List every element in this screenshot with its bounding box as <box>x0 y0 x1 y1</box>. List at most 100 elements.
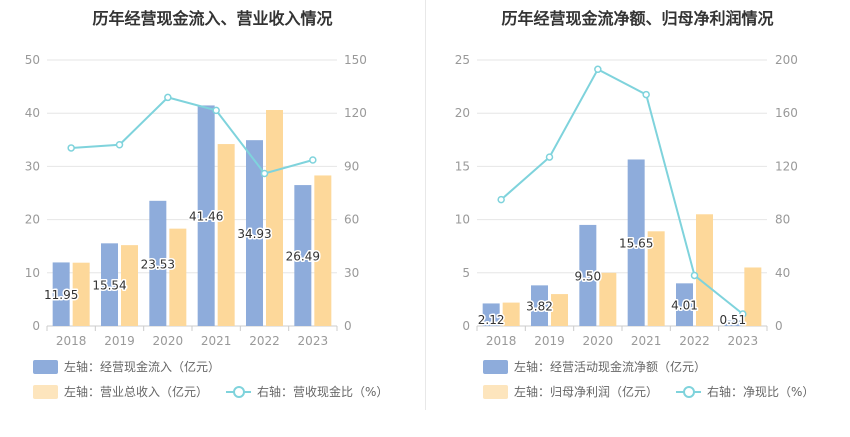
bar-data-label: 9.50 <box>574 269 601 283</box>
legend-item-revenue-cash-ratio[interactable]: 右轴：营收现金比（%） <box>226 383 388 400</box>
ratio-point <box>739 310 747 318</box>
y-left-tick-label: 10 <box>25 266 40 280</box>
bar-data-label: 11.95 <box>44 288 78 302</box>
bar-primary <box>294 185 312 326</box>
y-right-tick-label: 200 <box>775 53 798 67</box>
x-tick-label: 2021 <box>631 334 662 345</box>
ratio-point <box>594 65 602 74</box>
x-tick-label: 2019 <box>534 334 565 345</box>
y-right-tick-label: 90 <box>344 159 359 173</box>
x-tick-label: 2019 <box>104 334 135 345</box>
y-right-tick-label: 80 <box>775 213 790 227</box>
ratio-line <box>71 96 314 175</box>
x-tick-label: 2018 <box>486 334 517 345</box>
y-right-tick-label: 40 <box>775 266 790 280</box>
ratio-point <box>67 144 75 152</box>
bar-data-label: 26.49 <box>286 250 320 264</box>
bar-primary <box>149 200 167 326</box>
panel-divider <box>425 0 426 410</box>
y-right-tick-label: 0 <box>344 319 352 333</box>
legend-label: 左轴：营业总收入（亿元） <box>64 385 209 399</box>
y-right-tick-label: 30 <box>344 266 359 280</box>
legend-row-1: 左轴：经营现金流入（亿元） <box>33 358 238 375</box>
y-left-tick-label: 10 <box>455 213 470 227</box>
y-left-tick-label: 15 <box>455 159 470 173</box>
x-tick-label: 2022 <box>679 334 710 345</box>
legend-swatch-blue <box>33 359 58 374</box>
ratio-point <box>164 93 172 102</box>
y-right-tick-label: 150 <box>344 53 367 67</box>
ratio-point <box>260 169 269 178</box>
x-tick-label: 2022 <box>249 334 280 345</box>
x-tick-label: 2020 <box>153 334 184 345</box>
bar-primary <box>482 303 500 326</box>
x-tick-label: 2018 <box>56 334 87 345</box>
ratio-point <box>545 153 554 161</box>
ratio-point <box>115 141 124 149</box>
right-chart-panel: 历年经营现金流净额、归母净利润情况 0 5 10 15 20 25 0 40 80 120 160 2… <box>425 0 850 437</box>
legend-row-1: 左轴：经营活动现金流净额（亿元） <box>483 358 724 375</box>
bar-secondary <box>647 231 665 326</box>
y-left-tick-label: 20 <box>25 213 40 227</box>
y-left-tick-label: 30 <box>25 159 40 173</box>
bar-data-label: 23.53 <box>141 257 175 271</box>
y-left-tick-label: 5 <box>462 266 470 280</box>
bar-secondary <box>502 302 520 326</box>
bar-data-label: 0.51 <box>719 313 746 327</box>
y-left-tick-label: 20 <box>455 106 470 120</box>
chart-title: 历年经营现金流净额、归母净利润情况 <box>501 9 774 28</box>
legend-swatch-orange <box>33 384 58 399</box>
bar-secondary <box>696 214 713 326</box>
ratio-point <box>212 106 220 115</box>
legend-swatch-blue <box>483 359 508 374</box>
bar-secondary <box>217 144 235 326</box>
legend-item-net-cash-ratio[interactable]: 右轴：净现比（%） <box>676 383 814 400</box>
legend-swatch-orange <box>483 384 508 399</box>
bar-secondary <box>121 245 138 326</box>
y-left-tick-label: 40 <box>25 106 40 120</box>
bar-primary <box>246 140 263 326</box>
bar-secondary <box>169 228 187 326</box>
legend-label: 右轴：净现比（%） <box>707 385 815 399</box>
legend-item-cash-inflow[interactable]: 左轴：经营现金流入（亿元） <box>33 358 220 375</box>
left-chart-canvas: 0 10 20 30 40 50 0 30 60 90 120 150 2018 2019 2020 2021… <box>25 53 367 345</box>
y-left-tick-label: 50 <box>25 53 40 67</box>
y-left-tick-label: 0 <box>32 319 40 333</box>
legend-swatch-line <box>226 385 252 399</box>
legend-item-net-cash-flow[interactable]: 左轴：经营活动现金流净额（亿元） <box>483 358 706 375</box>
bar-primary <box>52 262 70 326</box>
bar-secondary <box>72 262 90 326</box>
bar-data-label: 3.82 <box>526 300 553 314</box>
legend-label: 左轴：归母净利润（亿元） <box>514 385 659 399</box>
bar-data-label: 15.54 <box>92 279 126 293</box>
bar-data-label: 4.01 <box>671 299 698 313</box>
y-right-tick-label: 120 <box>344 106 367 120</box>
ratio-point <box>642 90 650 99</box>
bar-data-label: 2.12 <box>478 313 505 327</box>
bar-primary <box>101 243 118 326</box>
bar-primary <box>676 283 693 326</box>
ratio-line <box>500 67 744 315</box>
ratio-point <box>497 195 505 204</box>
legend-row-2: 左轴：归母净利润（亿元） 右轴：净现比（%） <box>483 383 832 400</box>
left-chart-panel: 历年经营现金流入、营业收入情况 0 10 20 30 40 50 0 30 60 90 120 150… <box>25 9 389 400</box>
legend-item-revenue[interactable]: 左轴：营业总收入（亿元） <box>33 383 208 400</box>
bar-data-label: 41.46 <box>189 210 223 224</box>
ratio-point <box>690 271 699 280</box>
right-chart-canvas: 0 5 10 15 20 25 0 40 80 120 160 200 2018 2019 2020 2021… <box>455 53 798 345</box>
bar-primary <box>724 320 742 326</box>
y-left-tick-label: 25 <box>455 53 470 67</box>
x-tick-label: 2020 <box>583 334 614 345</box>
legend-item-net-profit[interactable]: 左轴：归母净利润（亿元） <box>483 383 658 400</box>
chart-title: 历年经营现金流入、营业收入情况 <box>92 9 333 28</box>
bar-secondary <box>599 272 617 326</box>
bar-secondary <box>266 110 283 327</box>
bar-primary <box>531 285 548 326</box>
bar-data-label: 15.65 <box>619 237 653 251</box>
legend-swatch-line <box>676 385 702 399</box>
bar-secondary <box>744 267 762 326</box>
y-right-tick-label: 160 <box>775 106 798 120</box>
bar-secondary <box>551 294 568 326</box>
y-right-tick-label: 120 <box>775 159 798 173</box>
legend-label: 右轴：营收现金比（%） <box>257 385 389 399</box>
